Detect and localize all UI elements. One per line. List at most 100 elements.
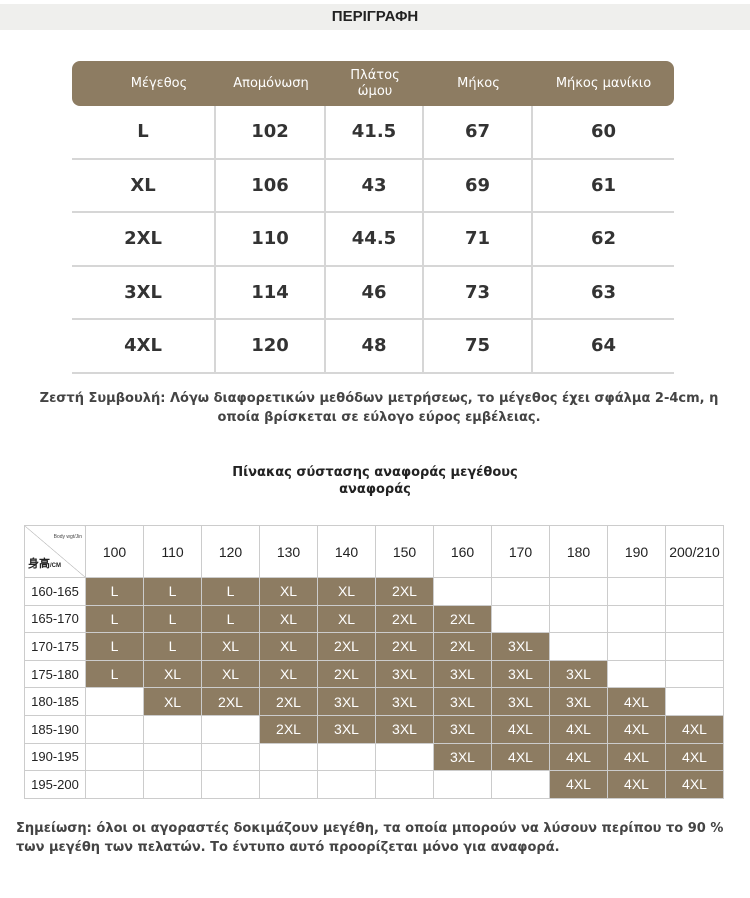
size-recommendation: 2XL (317, 632, 376, 661)
empty-cell (85, 714, 144, 744)
size-recommendation: 4XL (665, 714, 724, 744)
empty-cell (491, 577, 550, 606)
size-reference-table: Body wgt/Jin 身高/CM 100 110 120 130 140 150 160… (24, 525, 724, 799)
size-cell: 106 (216, 159, 326, 211)
empty-cell (665, 632, 724, 661)
empty-cell (433, 577, 492, 606)
size-recommendation: 4XL (491, 714, 550, 744)
size-cell: 61 (590, 174, 617, 196)
size-recommendation: 3XL (491, 687, 550, 716)
size-recommendation: 2XL (375, 604, 434, 634)
weight-axis-label: Body wgt/Jin (53, 534, 82, 540)
size-recommendation: 2XL (317, 659, 376, 689)
size-recommendation: 4XL (607, 742, 666, 772)
size-cell: 75 (424, 320, 533, 372)
weight-header: 170 (491, 525, 550, 578)
empty-cell (607, 577, 666, 606)
weight-header: 120 (201, 525, 260, 578)
size-recommendation: XL (259, 659, 318, 689)
empty-cell (259, 770, 318, 799)
reference-row: 185-190 2XL 3XL 3XL 3XL 4XL 4XL 4XL 4XL (24, 714, 724, 744)
reference-table-title: Πίνακας σύστασης αναφοράς μεγέθους αναφο… (232, 465, 518, 497)
empty-cell (201, 742, 260, 772)
size-cell: 2XL (72, 213, 216, 265)
empty-cell (85, 742, 144, 772)
height-range: 175-180 (24, 659, 86, 689)
size-table: Μέγεθος Απομόνωση Πλάτος ώμου Μήκος Μήκο… (72, 61, 674, 374)
size-cell: 114 (216, 266, 326, 318)
reference-row: 175-180 L XL XL XL 2XL 3XL 3XL 3XL 3XL (24, 659, 724, 689)
size-recommendation: XL (259, 604, 318, 634)
empty-cell (143, 742, 202, 772)
empty-cell (433, 770, 492, 799)
reference-row: 165-170 L L L XL XL 2XL 2XL (24, 604, 724, 634)
size-recommendation: 2XL (433, 604, 492, 634)
size-recommendation: L (143, 604, 202, 634)
size-recommendation: 3XL (317, 714, 376, 744)
size-recommendation: 3XL (375, 687, 434, 716)
height-label: 身高 (28, 558, 50, 570)
reference-row: 160-165 L L L XL XL 2XL (24, 577, 724, 606)
size-cell: 63 (590, 281, 617, 303)
size-row: 4XL 120 48 75 64 (72, 320, 674, 374)
empty-cell (607, 604, 666, 634)
reference-row: 195-200 4XL 4XL 4XL (24, 770, 724, 799)
height-range: 195-200 (24, 770, 86, 799)
empty-cell (491, 770, 550, 799)
weight-header: 130 (259, 525, 318, 578)
size-recommendation: XL (259, 632, 318, 661)
note: Σημείωση: όλοι οι αγοραστές δοκιμάζουν μ… (16, 821, 724, 855)
size-recommendation: XL (317, 604, 376, 634)
size-recommendation: 4XL (607, 770, 666, 799)
weight-header: 190 (607, 525, 666, 578)
section-header: ΠΕΡΙΓΡΑΦΗ (0, 4, 750, 30)
size-recommendation: 3XL (491, 659, 550, 689)
empty-cell (85, 687, 144, 716)
size-recommendation: XL (317, 577, 376, 606)
empty-cell (201, 770, 260, 799)
height-range: 190-195 (24, 742, 86, 772)
empty-cell (665, 577, 724, 606)
col-shoulder: Πλάτος ώμου (350, 67, 400, 99)
size-recommendation: 4XL (549, 742, 608, 772)
size-recommendation: 4XL (491, 742, 550, 772)
weight-header: 200/210 (665, 525, 724, 578)
size-recommendation: 3XL (549, 659, 608, 689)
size-recommendation: 4XL (607, 714, 666, 744)
size-recommendation: L (143, 577, 202, 606)
size-recommendation: L (85, 632, 144, 661)
empty-cell (607, 632, 666, 661)
empty-cell (665, 604, 724, 634)
weight-header: 110 (143, 525, 202, 578)
size-cell: 67 (424, 106, 533, 158)
empty-cell (317, 770, 376, 799)
height-range: 170-175 (24, 632, 86, 661)
empty-cell (375, 770, 434, 799)
size-recommendation: 2XL (259, 687, 318, 716)
size-cell: 46 (326, 266, 424, 318)
size-recommendation: 3XL (317, 687, 376, 716)
size-recommendation: 2XL (375, 577, 434, 606)
size-cell: 120 (216, 320, 326, 372)
size-recommendation: L (85, 577, 144, 606)
col-bust: Απομόνωση (233, 75, 309, 91)
height-range: 180-185 (24, 687, 86, 716)
empty-cell (375, 742, 434, 772)
weight-header: 180 (549, 525, 608, 578)
size-recommendation: 4XL (665, 770, 724, 799)
height-range: 160-165 (24, 577, 86, 606)
size-recommendation: 4XL (607, 687, 666, 716)
size-recommendation: 3XL (433, 659, 492, 689)
warm-tip: Ζεστή Συμβουλή: Λόγω διαφορετικών μεθόδω… (39, 391, 719, 425)
empty-cell (607, 659, 666, 689)
reference-row: 190-195 3XL 4XL 4XL 4XL 4XL (24, 742, 724, 772)
empty-cell (259, 742, 318, 772)
height-range: 165-170 (24, 604, 86, 634)
size-cell: 60 (590, 121, 617, 143)
size-recommendation: L (85, 604, 144, 634)
size-cell: L (72, 106, 216, 158)
size-recommendation: 3XL (375, 659, 434, 689)
empty-cell (665, 687, 724, 716)
size-cell: 110 (216, 213, 326, 265)
empty-cell (85, 770, 144, 799)
